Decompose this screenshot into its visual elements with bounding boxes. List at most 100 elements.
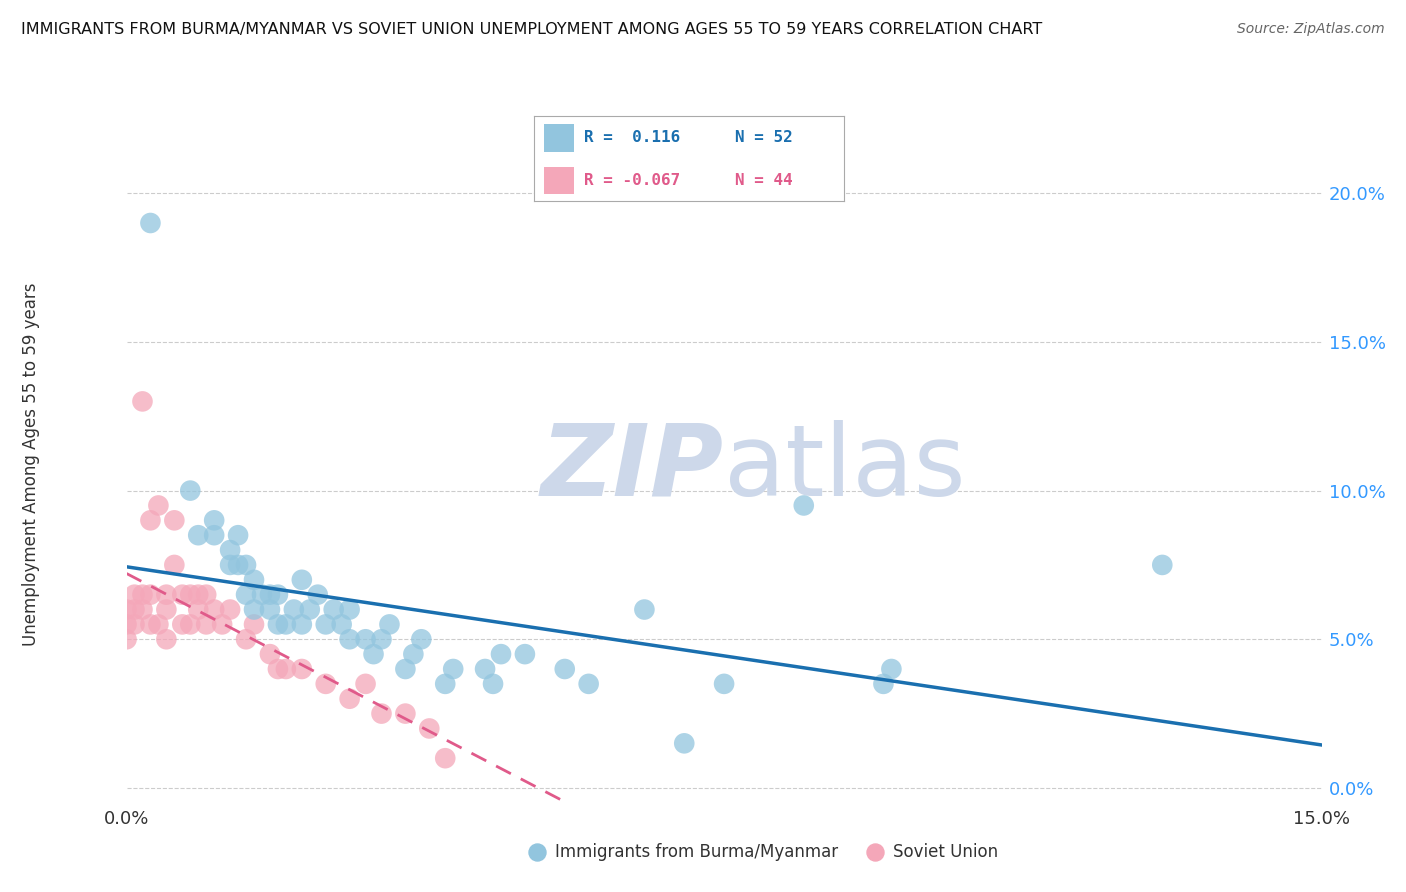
Point — [163, 558, 186, 572]
Text: N = 44: N = 44 — [735, 173, 793, 188]
Point — [330, 617, 353, 632]
Point — [148, 499, 170, 513]
Text: Immigrants from Burma/Myanmar: Immigrants from Burma/Myanmar — [555, 843, 838, 861]
Point — [339, 602, 361, 616]
Point — [172, 588, 194, 602]
Point — [1152, 558, 1174, 572]
Text: atlas: atlas — [724, 420, 966, 516]
Text: N = 52: N = 52 — [735, 130, 793, 145]
Point — [673, 736, 696, 750]
Point — [243, 573, 266, 587]
Point — [489, 647, 512, 661]
Point — [554, 662, 576, 676]
Text: ZIP: ZIP — [541, 420, 724, 516]
Point — [274, 662, 297, 676]
Point — [250, 588, 273, 602]
Point — [418, 722, 440, 736]
Point — [394, 662, 416, 676]
Point — [402, 647, 425, 661]
Point — [243, 602, 266, 616]
Point — [441, 662, 464, 676]
Point — [235, 558, 257, 572]
Point — [155, 602, 177, 616]
Point — [187, 528, 209, 542]
Text: Unemployment Among Ages 55 to 59 years: Unemployment Among Ages 55 to 59 years — [22, 282, 39, 646]
Point — [315, 677, 337, 691]
Point — [195, 617, 218, 632]
Point — [172, 617, 194, 632]
Point — [880, 662, 903, 676]
Point — [124, 617, 146, 632]
Point — [526, 845, 548, 859]
Point — [131, 394, 153, 409]
Point — [195, 588, 218, 602]
Point — [211, 617, 233, 632]
Point — [315, 617, 337, 632]
Point — [291, 617, 314, 632]
Point — [124, 602, 146, 616]
Point — [202, 602, 225, 616]
Text: IMMIGRANTS FROM BURMA/MYANMAR VS SOVIET UNION UNEMPLOYMENT AMONG AGES 55 TO 59 Y: IMMIGRANTS FROM BURMA/MYANMAR VS SOVIET … — [21, 22, 1042, 37]
Point — [235, 588, 257, 602]
Point — [411, 632, 433, 647]
Point — [267, 617, 290, 632]
Point — [131, 602, 153, 616]
Point — [378, 617, 401, 632]
Point — [139, 513, 162, 527]
Point — [259, 647, 281, 661]
Point — [148, 617, 170, 632]
Point — [283, 602, 305, 616]
Point — [124, 588, 146, 602]
Point — [434, 751, 457, 765]
Point — [202, 528, 225, 542]
Point — [291, 573, 314, 587]
Point — [872, 677, 894, 691]
Point — [474, 662, 496, 676]
Point — [363, 647, 385, 661]
Point — [202, 513, 225, 527]
Point — [713, 677, 735, 691]
Text: R = -0.067: R = -0.067 — [583, 173, 681, 188]
Bar — [544, 167, 575, 194]
Text: Soviet Union: Soviet Union — [893, 843, 998, 861]
Point — [226, 558, 249, 572]
Point — [339, 691, 361, 706]
Point — [155, 588, 177, 602]
Point — [235, 632, 257, 647]
Point — [394, 706, 416, 721]
Point — [115, 632, 138, 647]
Point — [243, 617, 266, 632]
Point — [219, 543, 242, 558]
Point — [793, 499, 815, 513]
Point — [139, 617, 162, 632]
Point — [115, 617, 138, 632]
Point — [267, 662, 290, 676]
Point — [267, 588, 290, 602]
Point — [370, 632, 392, 647]
Text: Source: ZipAtlas.com: Source: ZipAtlas.com — [1237, 22, 1385, 37]
Point — [307, 588, 329, 602]
Point — [482, 677, 505, 691]
Point — [187, 588, 209, 602]
Point — [434, 677, 457, 691]
Point — [115, 602, 138, 616]
Point — [219, 558, 242, 572]
Point — [298, 602, 321, 616]
Point — [513, 647, 536, 661]
Text: R =  0.116: R = 0.116 — [583, 130, 681, 145]
Point — [370, 706, 392, 721]
Point — [259, 588, 281, 602]
Point — [291, 662, 314, 676]
Point — [219, 602, 242, 616]
Point — [155, 632, 177, 647]
Point — [354, 677, 377, 691]
Point — [633, 602, 655, 616]
Point — [163, 513, 186, 527]
Point — [259, 602, 281, 616]
Bar — [544, 124, 575, 152]
Point — [139, 588, 162, 602]
Point — [179, 483, 201, 498]
Point — [274, 617, 297, 632]
Point — [131, 588, 153, 602]
Point — [179, 588, 201, 602]
